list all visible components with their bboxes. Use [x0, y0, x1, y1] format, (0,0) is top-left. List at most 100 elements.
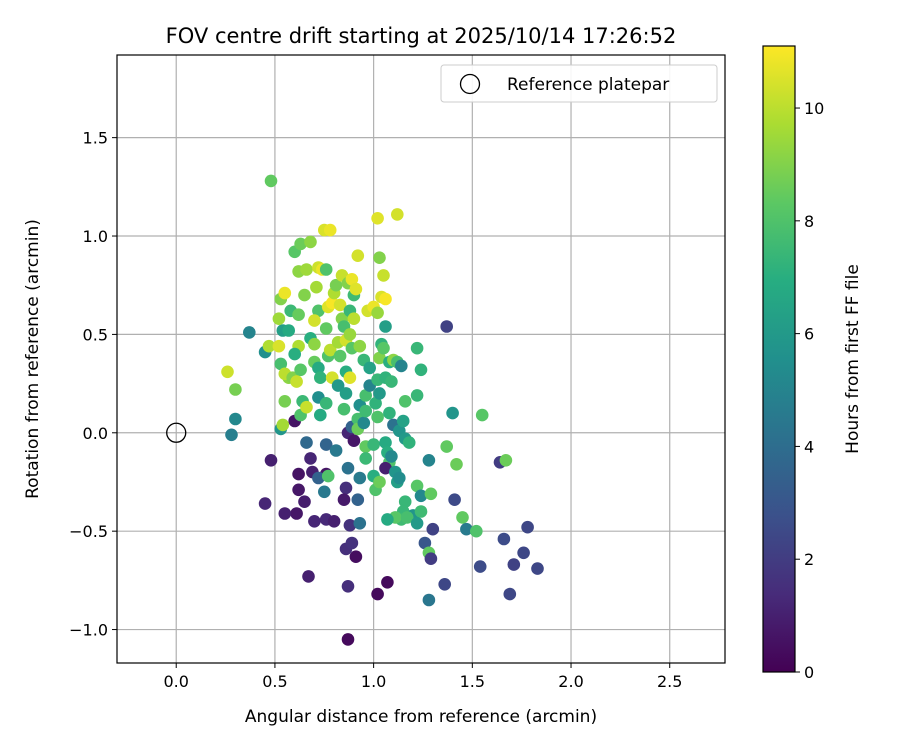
- data-point: [393, 471, 406, 485]
- data-point: [473, 560, 487, 573]
- data-point: [272, 312, 286, 326]
- data-point: [327, 515, 341, 528]
- data-point: [300, 436, 313, 449]
- data-point: [422, 593, 436, 607]
- legend-marker-reference: [459, 73, 481, 95]
- data-point: [396, 414, 410, 428]
- data-point: [264, 454, 278, 467]
- data-point: [499, 454, 513, 467]
- data-point: [312, 361, 325, 375]
- data-point: [329, 278, 343, 292]
- data-point: [470, 524, 483, 538]
- x-tick-label: 0.5: [262, 672, 287, 691]
- colorbar-tick-label: 8: [804, 212, 814, 231]
- data-point: [337, 402, 351, 416]
- data-point: [475, 408, 489, 422]
- data-point: [359, 389, 373, 402]
- data-point: [292, 308, 305, 322]
- data-point: [414, 363, 428, 377]
- data-point: [410, 341, 424, 355]
- data-point: [349, 282, 363, 296]
- colorbar-tick-label: 4: [804, 437, 814, 456]
- data-point: [440, 320, 454, 333]
- data-point: [448, 493, 461, 507]
- data-point: [438, 578, 452, 591]
- data-point: [379, 461, 392, 475]
- data-points: [221, 174, 544, 646]
- data-point: [243, 326, 256, 339]
- data-point: [302, 570, 315, 583]
- data-point: [373, 475, 386, 489]
- data-point: [359, 452, 373, 465]
- data-point: [274, 357, 288, 371]
- data-point: [258, 497, 272, 510]
- data-point: [339, 387, 353, 400]
- data-point: [363, 361, 377, 375]
- data-point: [331, 379, 345, 392]
- data-point: [373, 351, 386, 365]
- data-point: [339, 481, 353, 495]
- data-point: [373, 387, 386, 400]
- data-point: [381, 513, 394, 526]
- data-point: [229, 383, 242, 396]
- data-point: [290, 375, 303, 388]
- data-point: [379, 436, 392, 449]
- data-point: [347, 434, 361, 448]
- data-point: [353, 517, 367, 530]
- x-tick-label: 2.0: [558, 672, 583, 691]
- data-point: [300, 263, 313, 276]
- data-point: [343, 519, 357, 532]
- data-point: [410, 479, 424, 493]
- data-point: [395, 359, 408, 373]
- data-point: [402, 436, 416, 449]
- data-point: [308, 515, 321, 528]
- data-point: [345, 273, 359, 286]
- data-point: [400, 511, 414, 524]
- y-axis-label: Rotation from reference (arcmin): [23, 219, 43, 499]
- data-point: [343, 328, 357, 341]
- data-point: [278, 286, 292, 300]
- x-tick-label: 2.5: [657, 672, 682, 691]
- data-point: [410, 389, 424, 402]
- data-point: [351, 493, 365, 507]
- data-point: [341, 461, 355, 475]
- reference-marker-group: [166, 422, 187, 443]
- data-point: [310, 280, 323, 294]
- data-point: [333, 298, 347, 312]
- data-point: [304, 235, 317, 249]
- data-point: [369, 397, 382, 410]
- y-tick-label: 0.0: [83, 424, 108, 443]
- data-point: [308, 314, 321, 327]
- data-point: [410, 517, 424, 530]
- legend-label-reference: Reference platepar: [507, 75, 669, 95]
- data-point: [381, 576, 394, 589]
- y-tick-label: −1.0: [69, 621, 108, 640]
- y-axis-ticks: −1.0 −0.5 0.0 0.5 1.0 1.5: [69, 129, 117, 640]
- data-point: [319, 322, 333, 335]
- y-tick-label: −0.5: [69, 522, 108, 541]
- data-point: [503, 587, 517, 601]
- data-point: [314, 371, 327, 385]
- data-point: [276, 418, 290, 432]
- data-point: [312, 471, 325, 485]
- data-point: [460, 522, 473, 536]
- data-point: [278, 507, 292, 520]
- data-point: [373, 251, 386, 264]
- data-point: [507, 558, 521, 571]
- x-tick-label: 1.5: [460, 672, 485, 691]
- data-point: [371, 410, 384, 424]
- data-point: [304, 452, 317, 465]
- data-point: [357, 416, 371, 430]
- data-point: [314, 408, 327, 422]
- data-point: [418, 536, 432, 550]
- data-point: [414, 489, 428, 503]
- data-point: [497, 532, 511, 546]
- data-point: [347, 312, 361, 326]
- data-point: [292, 467, 305, 481]
- colorbar-tick-label: 6: [804, 325, 814, 344]
- data-point: [391, 208, 404, 221]
- data-point: [353, 471, 367, 485]
- y-tick-label: 0.5: [83, 325, 108, 344]
- data-point: [385, 450, 398, 463]
